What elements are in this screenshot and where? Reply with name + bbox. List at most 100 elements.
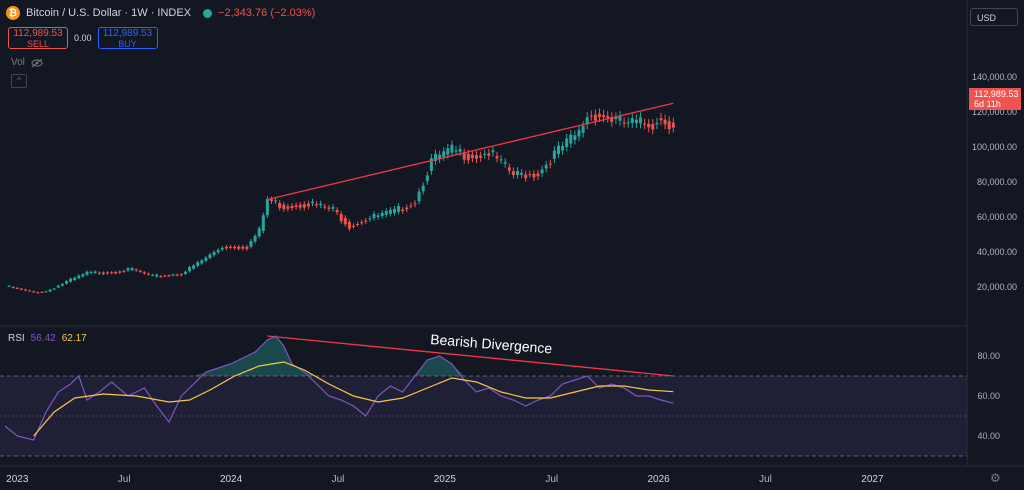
candle[interactable] (557, 145, 560, 154)
candle[interactable] (274, 200, 278, 202)
collapse-legend-button[interactable]: ^ (11, 74, 27, 88)
candle[interactable] (179, 274, 183, 276)
candle[interactable] (311, 201, 314, 203)
candle[interactable] (257, 228, 261, 237)
candle[interactable] (413, 203, 417, 205)
candle[interactable] (167, 275, 171, 277)
candle[interactable] (421, 185, 425, 192)
candle[interactable] (147, 273, 150, 275)
candle[interactable] (11, 287, 15, 288)
candle[interactable] (245, 246, 249, 249)
candle[interactable] (417, 191, 421, 202)
candle[interactable] (28, 290, 32, 292)
candle[interactable] (97, 272, 101, 274)
candle[interactable] (626, 122, 630, 124)
candle[interactable] (265, 199, 269, 216)
candle[interactable] (466, 154, 470, 161)
candle[interactable] (528, 174, 532, 176)
candle[interactable] (216, 250, 220, 253)
candle[interactable] (552, 150, 556, 159)
candle[interactable] (667, 121, 671, 130)
candle[interactable] (7, 285, 11, 287)
candle[interactable] (651, 124, 655, 130)
candle[interactable] (278, 203, 282, 208)
candle[interactable] (85, 271, 89, 275)
candle[interactable] (138, 270, 142, 272)
candle[interactable] (282, 204, 286, 209)
candle[interactable] (499, 159, 503, 161)
gear-icon[interactable]: ⚙ (990, 471, 1001, 485)
candle[interactable] (483, 153, 487, 155)
candle[interactable] (368, 218, 372, 220)
candle[interactable] (65, 281, 68, 284)
candle[interactable] (532, 173, 536, 178)
candle[interactable] (101, 272, 105, 274)
candle[interactable] (224, 246, 228, 249)
candle[interactable] (212, 252, 216, 256)
candle[interactable] (229, 246, 232, 248)
candle[interactable] (208, 254, 212, 258)
volume-indicator[interactable]: Vol (11, 57, 43, 68)
candle[interactable] (73, 277, 77, 280)
candle[interactable] (630, 118, 634, 123)
candle[interactable] (458, 149, 462, 152)
candle[interactable] (663, 119, 667, 125)
candle[interactable] (434, 153, 437, 161)
candle[interactable] (524, 174, 528, 179)
candle[interactable] (409, 205, 413, 207)
candle[interactable] (196, 262, 200, 266)
divergence-trendline[interactable] (267, 335, 674, 377)
candle[interactable] (454, 150, 458, 152)
candle[interactable] (511, 171, 515, 175)
candle[interactable] (610, 117, 614, 122)
symbol-title[interactable]: Bitcoin / U.S. Dollar · 1W · INDEX (26, 7, 192, 19)
candle[interactable] (106, 272, 109, 274)
candle[interactable] (126, 268, 130, 271)
candle[interactable] (372, 214, 376, 219)
candle[interactable] (655, 122, 659, 125)
candle[interactable] (253, 236, 257, 242)
candle[interactable] (118, 271, 122, 273)
candle[interactable] (93, 271, 97, 273)
candle[interactable] (130, 268, 134, 271)
candle[interactable] (315, 204, 319, 206)
candle[interactable] (405, 207, 409, 210)
candle[interactable] (294, 205, 298, 207)
candle[interactable] (577, 130, 581, 137)
candle[interactable] (110, 272, 114, 274)
candle[interactable] (360, 222, 364, 224)
candle[interactable] (233, 246, 237, 249)
candle[interactable] (36, 292, 40, 294)
candle[interactable] (114, 272, 118, 274)
candle[interactable] (24, 289, 27, 291)
candle[interactable] (77, 275, 81, 279)
candle[interactable] (52, 288, 56, 290)
candle[interactable] (618, 116, 622, 121)
candle[interactable] (438, 154, 442, 159)
candle[interactable] (561, 146, 565, 151)
candle[interactable] (450, 144, 454, 153)
symbol-header[interactable]: ₿ Bitcoin / U.S. Dollar · 1W · INDEX −2,… (6, 6, 315, 20)
candle[interactable] (44, 291, 48, 293)
candle[interactable] (585, 117, 589, 125)
candle[interactable] (581, 125, 585, 133)
candle[interactable] (200, 260, 204, 264)
candle[interactable] (319, 203, 323, 206)
candle[interactable] (503, 162, 507, 164)
candle[interactable] (425, 175, 429, 182)
candle[interactable] (470, 154, 474, 159)
candle[interactable] (237, 246, 241, 249)
candle[interactable] (462, 152, 466, 160)
candle[interactable] (327, 207, 331, 209)
candle[interactable] (122, 271, 126, 273)
candle[interactable] (622, 122, 626, 124)
candle[interactable] (643, 123, 647, 125)
candle[interactable] (163, 275, 167, 277)
candle[interactable] (659, 118, 663, 121)
candle[interactable] (606, 116, 610, 118)
candle[interactable] (15, 287, 19, 289)
candle[interactable] (491, 150, 495, 153)
candle[interactable] (614, 117, 618, 119)
axis-layer[interactable]: 20,000.00 40,000.00 60,000.00 80,000.00 100,… (6, 72, 1017, 485)
eye-hidden-icon[interactable] (31, 58, 43, 68)
